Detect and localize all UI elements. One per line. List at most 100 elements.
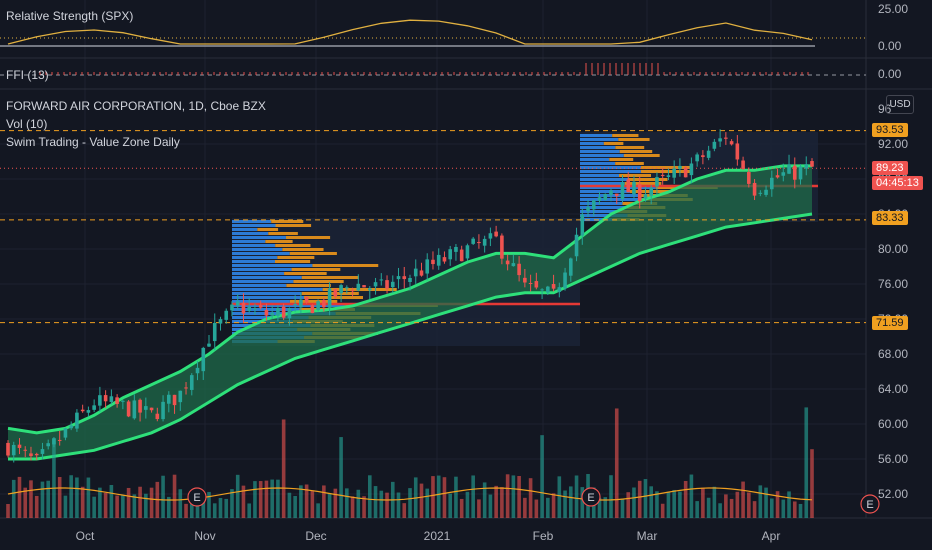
volume-profile-bar xyxy=(312,264,379,267)
volume-bar xyxy=(695,501,699,518)
volume-bar xyxy=(655,491,659,518)
time-axis-label: Oct xyxy=(76,529,95,543)
earnings-marker-label: E xyxy=(587,492,594,504)
volume-profile-bar xyxy=(232,268,292,271)
volume-bar xyxy=(34,495,39,518)
earnings-marker[interactable]: E xyxy=(581,487,601,507)
candle-body xyxy=(465,245,470,259)
rs-line xyxy=(7,19,813,45)
volume-bar xyxy=(804,407,809,518)
volume-bar xyxy=(230,489,234,518)
volume-bar xyxy=(557,476,562,518)
volume-profile-bar xyxy=(580,178,629,181)
candle-body xyxy=(207,343,211,347)
candle-body xyxy=(683,167,688,178)
volume-profile-bar xyxy=(284,272,327,275)
rs-indicator-label[interactable]: Relative Strength (SPX) xyxy=(6,9,134,23)
volume-profile-bar xyxy=(232,240,266,243)
volume-profile-bar xyxy=(628,178,668,181)
volume-bar xyxy=(764,487,768,518)
volume-bar xyxy=(436,475,441,518)
candle-body xyxy=(747,172,751,184)
candle-body xyxy=(103,395,108,402)
value-zone-lower-line xyxy=(8,212,813,461)
time-axis-label: 2021 xyxy=(424,529,451,543)
volume-bar xyxy=(322,485,326,518)
earnings-marker[interactable]: E xyxy=(860,494,880,514)
time-axis-label: Nov xyxy=(194,529,215,543)
volume-bar xyxy=(580,487,585,518)
candle-body xyxy=(540,289,544,291)
volume-bar xyxy=(86,477,91,518)
candle-body xyxy=(500,235,504,259)
volume-bar xyxy=(69,475,73,518)
volume-profile-bar xyxy=(232,248,283,251)
volume-bar xyxy=(40,481,45,518)
candle-body xyxy=(770,177,774,190)
candle-body xyxy=(660,174,665,176)
volume-bar xyxy=(362,496,366,518)
volume-bar xyxy=(701,487,705,518)
volume-bar xyxy=(23,487,28,518)
candle-body xyxy=(75,412,79,429)
volume-bar xyxy=(46,480,50,518)
volume-bar xyxy=(505,474,510,518)
candle-body xyxy=(448,249,452,260)
volume-bar xyxy=(11,479,16,518)
candle-body xyxy=(149,407,154,411)
volume-bar xyxy=(787,491,791,518)
candle-body xyxy=(551,284,556,289)
currency-button[interactable]: USD xyxy=(886,95,914,114)
volume-profile-bar xyxy=(275,224,312,227)
volume-bar xyxy=(333,488,338,518)
earnings-markers[interactable]: E EE xyxy=(187,487,880,514)
volume-bar xyxy=(304,484,309,518)
volume-bar xyxy=(603,497,608,518)
volume-bar xyxy=(241,485,246,518)
volume-profile-bar xyxy=(304,296,363,299)
volume-bar xyxy=(103,492,108,518)
volume-profile-bar xyxy=(277,256,315,259)
volume-profile-bar xyxy=(640,170,691,173)
volume-bar xyxy=(75,477,79,518)
volume-bar xyxy=(92,496,96,518)
candle-body xyxy=(178,390,183,403)
candle-body xyxy=(132,400,137,419)
candle-body xyxy=(184,387,188,389)
candle-body xyxy=(362,285,366,288)
candle-body xyxy=(322,300,326,308)
volume-bar xyxy=(810,449,814,518)
volume-profile-bar xyxy=(232,252,290,255)
volume-bar xyxy=(637,480,642,518)
volume-bar xyxy=(184,503,188,518)
study-legend-label[interactable]: Swim Trading - Value Zone Daily xyxy=(6,135,180,149)
volume-bar xyxy=(729,498,734,518)
volume-profile-bar xyxy=(603,142,624,145)
volume-profile-bar xyxy=(232,260,275,263)
volume-bar xyxy=(454,476,458,518)
candle-body xyxy=(471,238,475,244)
volume-legend-label[interactable]: Vol (10) xyxy=(6,117,48,131)
volume-bar xyxy=(546,497,550,518)
candle-body xyxy=(86,410,91,413)
volume-bar xyxy=(207,491,211,518)
candle-body xyxy=(620,182,625,200)
volume-profile-bar xyxy=(580,142,604,145)
candle-body xyxy=(46,443,50,447)
symbol-title[interactable]: FORWARD AIR CORPORATION, 1D, Cboe BZX xyxy=(6,99,266,113)
candle-body xyxy=(167,394,171,404)
candle-body xyxy=(6,442,10,456)
candle-body xyxy=(299,299,303,308)
volume-profile-bar xyxy=(580,174,620,177)
volume-bar xyxy=(356,489,361,518)
earnings-marker[interactable]: E xyxy=(187,487,207,507)
ffi-indicator-label[interactable]: FFI (13) xyxy=(6,68,49,82)
price-axis-label: 80.00 xyxy=(878,242,908,256)
volume-profile-bar xyxy=(232,288,323,291)
volume-bar xyxy=(17,476,22,518)
volume-profile-bar xyxy=(580,206,627,209)
candle-body xyxy=(563,272,567,289)
price-axis-label: 92.00 xyxy=(878,137,908,151)
candle-body xyxy=(63,428,68,438)
